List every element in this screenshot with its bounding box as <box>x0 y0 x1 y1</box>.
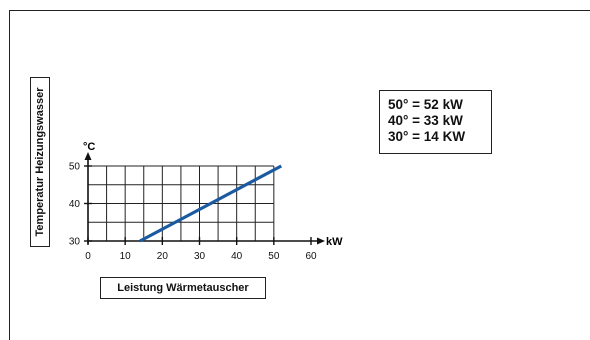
y-axis-unit: °C <box>83 141 95 153</box>
x-axis-unit: kW <box>326 236 343 248</box>
chart-axes <box>84 152 325 245</box>
annotation-box: 50° = 52 kW 40° = 33 kW 30° = 14 KW <box>379 90 492 154</box>
chart-series <box>139 164 283 243</box>
figure-frame <box>9 10 590 340</box>
x-axis-arrow <box>317 237 325 245</box>
chart-ticks: 0 10 20 30 40 50 60 30 40 50 <box>69 162 317 263</box>
annotation-line: 50° = 52 kW <box>388 97 463 112</box>
x-tick-label: 40 <box>231 251 243 262</box>
x-axis-label-box: Leistung Wärmetauscher <box>100 277 266 299</box>
x-tick-label: 20 <box>157 251 169 262</box>
annotation-line: 30° = 14 KW <box>388 129 466 144</box>
series-line <box>139 164 283 243</box>
annotation-line: 40° = 33 kW <box>388 113 463 128</box>
x-tick-label: 0 <box>85 251 91 262</box>
chart-grid <box>88 165 275 241</box>
x-tick-label: 60 <box>305 251 317 262</box>
x-tick-label: 10 <box>120 251 132 262</box>
y-axis-arrow <box>84 152 92 160</box>
y-tick-label: 50 <box>69 162 81 173</box>
y-axis-label-box: Temperatur Heizungswasser <box>30 77 50 247</box>
y-tick-label: 30 <box>69 237 81 248</box>
x-axis-label: Leistung Wärmetauscher <box>117 282 249 294</box>
x-tick-label: 50 <box>268 251 280 262</box>
x-tick-label: 30 <box>194 251 206 262</box>
chart-plot: 0 10 20 30 40 50 60 30 40 50 °C kW <box>69 141 343 263</box>
y-tick-label: 40 <box>69 199 81 210</box>
